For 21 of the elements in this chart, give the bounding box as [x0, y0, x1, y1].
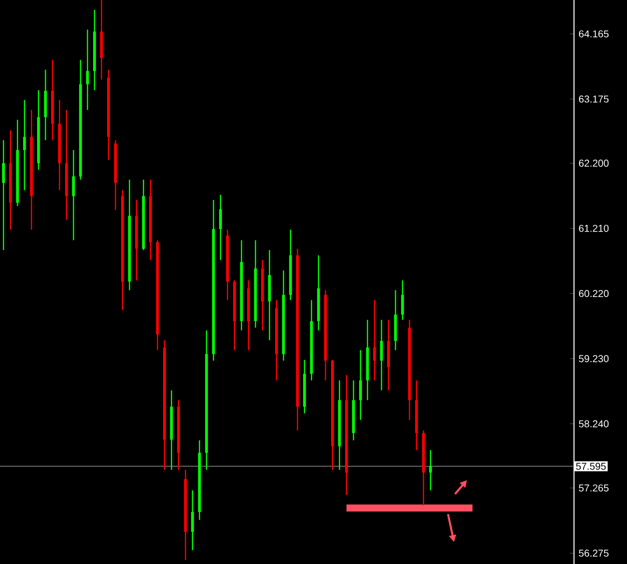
y-tick-label: 59.230	[578, 355, 609, 362]
y-tick-label: 56.275	[578, 550, 609, 557]
y-tick-label: 57.265	[578, 484, 609, 492]
candlestick	[429, 450, 432, 491]
candlestick	[72, 149, 75, 241]
candlestick	[86, 29, 89, 110]
ref-line-label: 57.595	[576, 462, 606, 470]
y-tick-label: 62.200	[579, 160, 609, 167]
y-tick-label: 61.210	[579, 224, 609, 232]
candlestick	[2, 140, 5, 251]
candlestick	[380, 319, 383, 391]
candlestick	[373, 299, 376, 381]
candlestick	[401, 280, 404, 320]
candlestick	[191, 490, 194, 551]
y-tick-label: 58.240	[578, 420, 609, 428]
y-tick-label: 60.220	[579, 290, 609, 298]
candlestick	[359, 350, 362, 420]
y-tick-label: 64.165	[579, 30, 609, 38]
candlestick	[219, 194, 222, 261]
candlestick	[23, 99, 26, 191]
y-tick-label: 63.175	[579, 96, 609, 103]
